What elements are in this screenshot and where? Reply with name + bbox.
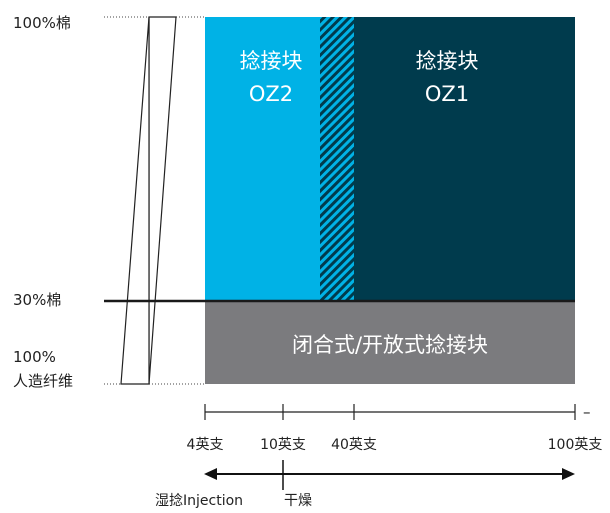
y-label-100-cotton: 100%棉 xyxy=(13,14,71,32)
dry-splice-label: 干燥 xyxy=(284,493,312,509)
wet-splice-label: 湿捻Injection xyxy=(155,493,243,509)
closed-open-region xyxy=(205,301,575,384)
tick-label-40: 40英支 xyxy=(331,436,377,453)
oz2-label-line2: OZ2 xyxy=(249,82,293,106)
oz2-region xyxy=(205,17,321,301)
synthetic-share-triangle xyxy=(120,16,150,385)
method-range-arrow-left xyxy=(204,468,217,480)
cotton-share-triangle xyxy=(148,16,177,385)
oz1-label-line2: OZ1 xyxy=(425,82,469,106)
tick-label-10: 10英支 xyxy=(260,436,306,453)
closed-open-label: 闭合式/开放式捻接块 xyxy=(292,333,488,357)
y-label-30-cotton: 30%棉 xyxy=(13,291,61,309)
y-label-synthetic: 人造纤维 xyxy=(13,372,73,390)
tick-label-4: 4英支 xyxy=(187,436,224,453)
oz2-label-line1: 捻接块 xyxy=(240,49,303,73)
oz1-region xyxy=(354,17,575,301)
overlap-hatched-region xyxy=(320,17,354,301)
axis-end-mark: – xyxy=(583,403,591,421)
oz1-label-line1: 捻接块 xyxy=(416,49,479,73)
y-label-100-line1: 100% xyxy=(13,348,56,366)
tick-label-100: 100英支 xyxy=(548,436,603,453)
method-range-arrow-right xyxy=(562,468,575,480)
